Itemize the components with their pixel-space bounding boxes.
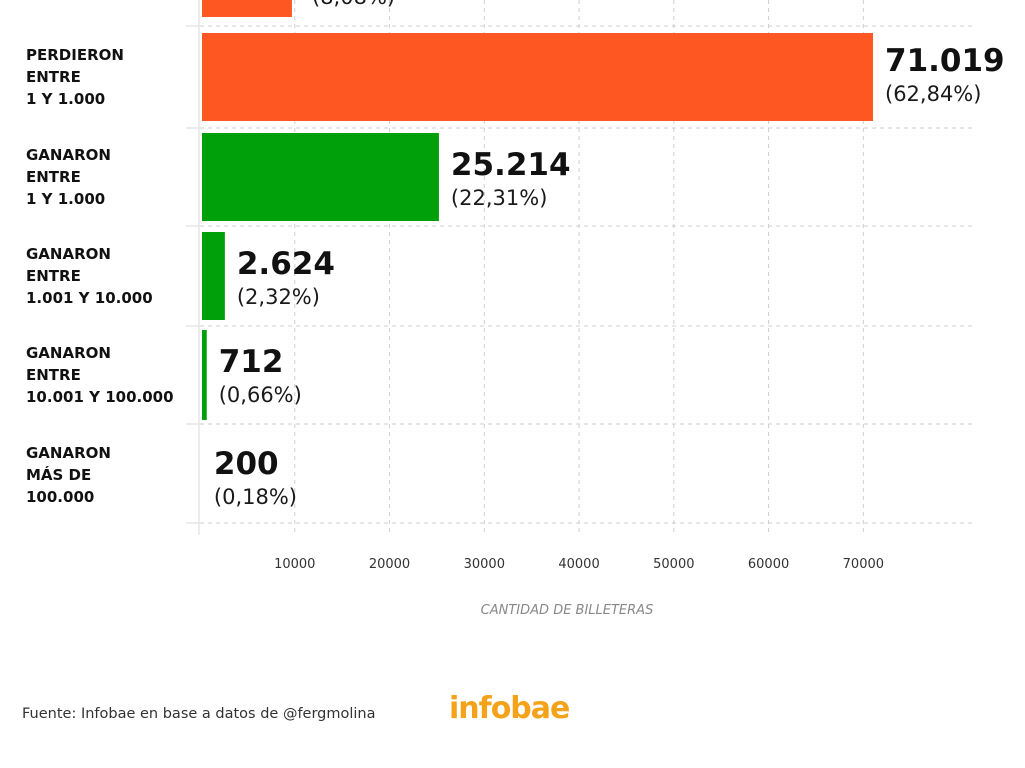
- x-tick-label: 60000: [748, 557, 789, 572]
- bar-2: [202, 133, 439, 221]
- source-note: Fuente: Infobae en base a datos de @ferg…: [22, 706, 376, 722]
- category-label: PERDIERON: [26, 46, 124, 64]
- x-tick-label: 20000: [369, 557, 410, 572]
- category-label: ENTRE: [26, 168, 81, 186]
- category-label: GANARON: [26, 245, 111, 263]
- category-label: 100.000: [26, 488, 94, 506]
- percent-label: (62,84%): [885, 82, 981, 106]
- x-tick-label: 30000: [464, 557, 505, 572]
- category-label: ENTRE: [26, 68, 81, 86]
- value-label: 712: [219, 344, 284, 380]
- percent-label: (0,66%): [219, 383, 302, 407]
- category-label: 1 Y 1.000: [26, 90, 105, 108]
- category-label: GANARON: [26, 344, 111, 362]
- bars-layer: [202, 0, 873, 420]
- category-label: 1 Y 1.000: [26, 190, 105, 208]
- percent-label: (2,32%): [237, 285, 320, 309]
- value-label: 25.214: [451, 147, 571, 183]
- value-label: 2.624: [237, 246, 335, 282]
- category-label: 1.001 Y 10.000: [26, 289, 153, 307]
- x-tick-label: 70000: [843, 557, 884, 572]
- percent-label: (22,31%): [451, 186, 547, 210]
- category-label: ENTRE: [26, 366, 81, 384]
- x-tick-label: 40000: [558, 557, 599, 572]
- value-label: 200: [214, 446, 279, 482]
- category-label: MÁS DE: [26, 465, 91, 484]
- x-tick-label: 10000: [274, 557, 315, 572]
- percent-label: (0,18%): [214, 485, 297, 509]
- value-label: 71.019: [885, 43, 1005, 79]
- bar-1: [202, 33, 873, 121]
- bar-partial-top: [202, 0, 292, 17]
- bar-4: [202, 330, 207, 420]
- percent-label-partial: (8,08%): [312, 0, 395, 9]
- x-tick-label: 50000: [653, 557, 694, 572]
- infobae-logo: infobae: [449, 691, 570, 726]
- x-axis-title: CANTIDAD DE BILLETERAS: [481, 603, 654, 618]
- category-label: GANARON: [26, 444, 111, 462]
- bar-3: [202, 232, 225, 320]
- category-label: ENTRE: [26, 267, 81, 285]
- category-label: GANARON: [26, 146, 111, 164]
- labels-layer: (8,08%) PERDIERON ENTRE 1 Y 1.000 71.019 (62,…: [26, 0, 1005, 509]
- category-label: 10.001 Y 100.000: [26, 388, 174, 406]
- axis-layer: 10000 20000 30000 40000 50000 60000 70000 CANTI…: [186, 0, 884, 618]
